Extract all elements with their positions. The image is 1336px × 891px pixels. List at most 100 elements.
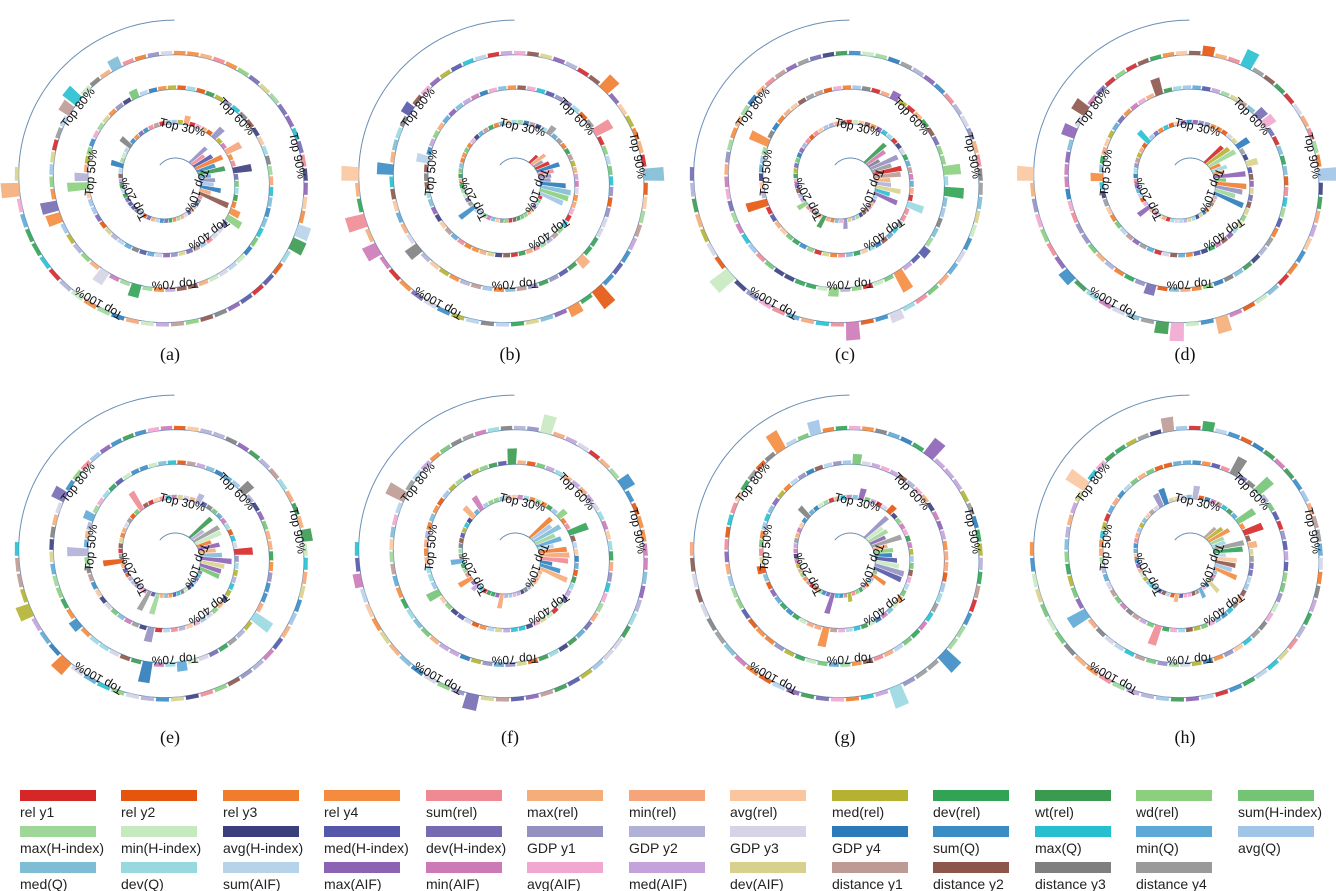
spiral-segment [120,563,126,569]
spiral-segment [896,595,903,604]
spiral-segment [724,163,729,175]
spiral-segment [846,119,852,124]
spiral-segment [154,252,163,258]
spiral-segment [513,50,526,55]
spiral-segment [108,483,117,492]
spiral-segment [551,231,559,240]
spiral-segment [122,193,128,199]
spiral-segment [725,526,731,538]
spiral-segment [745,198,769,213]
spiral-segment [785,63,798,72]
spiral-segment [759,155,765,164]
ring-label: Top 40% [861,590,907,629]
spiral-segment [1046,617,1057,632]
ring-label: Top 70% [151,651,199,667]
spiral-segment [110,438,123,447]
spiral-segment [636,140,644,154]
spiral-segment [1249,555,1254,562]
spiral-segment [1134,183,1140,189]
spiral-segment [448,649,460,657]
spiral-segment [1157,127,1164,134]
spiral-segment [83,674,97,685]
spiral-segment [548,649,559,658]
spiral-segment [74,172,89,182]
spiral-segment [119,654,131,662]
spiral-segment [745,290,759,302]
spiral-segment [508,593,513,598]
spiral-segment [1133,162,1139,169]
spiral-segment [189,582,195,588]
spiral-path [358,394,645,699]
spiral-segment [192,525,221,543]
spiral-segment [1236,220,1243,229]
spiral-segment [494,593,500,598]
spiral-segment [532,160,544,168]
spiral-segment [1113,642,1125,652]
spiral-segment [420,252,431,263]
spiral-segment [902,153,909,161]
spiral-segment [1215,689,1229,697]
spiral-segment [474,429,487,437]
spiral-segment [487,426,500,433]
spiral-segment [171,119,177,124]
spiral-segment [1212,194,1218,200]
spiral-segment [889,683,910,709]
spiral-segment [268,561,274,572]
spiral-segment [815,695,830,702]
spiral-segment [935,592,943,603]
spiral-segment [432,504,440,514]
spiral-segment [494,252,503,258]
spiral-segment [1202,283,1213,290]
spiral-segment [527,283,538,290]
spiral-segment [356,198,364,213]
spiral-segment [50,563,56,575]
spiral-segment [536,536,562,548]
spiral-segment [395,212,404,224]
spiral-segment [608,561,614,572]
spiral-segment [66,233,76,245]
spiral-segment [797,193,803,199]
spiral-segment [963,237,973,251]
spiral-segment [189,121,196,127]
legend-label: dev(Q) [121,876,164,891]
spiral-segment [880,90,890,98]
spiral-segment [816,213,823,219]
spiral-segment [504,593,509,598]
spiral-segment [1142,576,1149,582]
spiral-segment [889,469,899,477]
spiral-segment [194,154,224,170]
spiral-segment [1134,654,1146,662]
spiral-segment [1227,56,1241,65]
ring-label: Top 60% [890,95,933,139]
spiral-path [1033,394,1320,699]
spiral-segment [561,220,568,229]
spiral-segment [1031,573,1039,588]
spiral-segment [1277,648,1290,661]
spiral-segment [734,654,747,667]
spiral-segment [124,572,131,578]
spiral-segment [799,197,806,203]
spiral-segment [977,571,983,585]
spiral-segment [197,194,203,200]
spiral-segment [130,204,137,211]
spiral-segment [194,201,200,207]
legend-label: sum(AIF) [223,876,281,891]
spiral-segment [607,572,613,582]
ring-label: Top 30% [158,115,207,139]
spiral-segment [458,168,463,174]
spiral-segment [90,581,98,590]
spiral-segment [918,245,931,259]
spiral-segment [1280,530,1287,540]
legend-label: sum(Q) [933,840,980,856]
spiral-segment [874,178,891,183]
spiral-segment [1099,530,1105,539]
spiral-segment [758,173,764,181]
spiral-segment [436,681,451,691]
spiral-segment [840,662,851,667]
spiral-segment [118,548,123,554]
spiral-segment [185,318,199,325]
spiral-segment [1245,535,1251,542]
spiral-segment [450,438,463,447]
spiral-segment [133,583,140,589]
spiral-segment [488,462,498,469]
